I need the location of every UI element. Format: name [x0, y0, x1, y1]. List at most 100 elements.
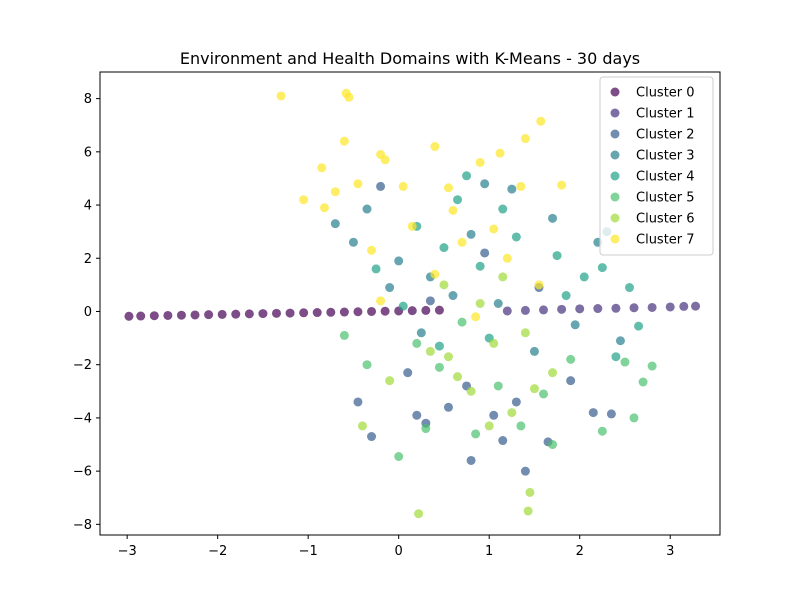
- y-tick-label: 6: [84, 145, 92, 160]
- points-layer: [124, 88, 701, 519]
- point-0-2: [149, 311, 159, 321]
- point-1-2: [539, 305, 548, 315]
- point-5-17: [566, 354, 576, 364]
- point-1-1: [520, 305, 530, 315]
- point-2-14: [425, 296, 435, 306]
- point-0-14: [312, 308, 322, 318]
- point-6-3: [484, 421, 494, 431]
- point-3-13: [385, 283, 395, 293]
- point-3-15: [529, 346, 539, 356]
- point-6-1: [523, 506, 533, 516]
- x-tick-label: 0: [395, 544, 403, 559]
- point-7-2: [344, 92, 354, 102]
- point-6-4: [507, 408, 517, 418]
- point-0-12: [285, 308, 295, 318]
- y-tick-label: 2: [84, 252, 92, 267]
- point-5-12: [539, 389, 548, 399]
- point-7-18: [516, 181, 526, 191]
- point-1-7: [629, 303, 639, 313]
- x-axis: −3 −2 −1 0 1 2 3: [118, 535, 674, 559]
- point-6-12: [475, 299, 485, 308]
- point-5-9: [647, 361, 657, 371]
- point-4-15: [561, 291, 571, 301]
- point-4-16: [597, 263, 607, 273]
- y-axis: −8 −6 −4 −2 0 2 4 6 8: [73, 92, 100, 533]
- point-5-7: [638, 377, 648, 387]
- point-2-7: [443, 402, 453, 412]
- point-7-24: [502, 253, 512, 263]
- point-4-1: [439, 243, 449, 253]
- point-4-11: [371, 264, 381, 274]
- y-tick-label: 8: [84, 92, 92, 107]
- point-2-19: [412, 410, 422, 420]
- legend-label: Cluster 2: [636, 128, 695, 143]
- point-7-14: [330, 187, 340, 197]
- point-2-18: [353, 397, 363, 407]
- series-3: [330, 179, 625, 356]
- point-6-16: [529, 384, 539, 394]
- point-7-29: [489, 224, 499, 234]
- point-7-0: [276, 91, 286, 101]
- point-0-18: [367, 306, 377, 316]
- point-4-3: [511, 232, 521, 242]
- point-6-10: [425, 346, 435, 356]
- point-4-10: [498, 204, 508, 214]
- y-tick-label: −4: [73, 411, 92, 426]
- point-6-0: [414, 509, 424, 519]
- point-2-5: [520, 466, 530, 476]
- point-1-9: [665, 302, 675, 312]
- legend-label: Cluster 7: [636, 233, 695, 248]
- point-5-2: [471, 429, 481, 439]
- point-6-13: [498, 272, 508, 282]
- point-0-9: [244, 309, 254, 319]
- point-3-12: [493, 299, 503, 308]
- point-0-7: [217, 309, 227, 319]
- legend-marker: [610, 234, 620, 244]
- x-tick-label: −2: [208, 544, 227, 559]
- point-5-6: [629, 413, 639, 423]
- point-7-27: [376, 296, 386, 306]
- point-7-3: [339, 136, 349, 146]
- series-1: [502, 301, 701, 316]
- x-tick-label: 1: [485, 544, 493, 559]
- point-5-13: [362, 360, 372, 370]
- y-tick-label: −2: [73, 358, 92, 373]
- x-tick-label: 3: [666, 544, 674, 559]
- point-6-9: [548, 368, 558, 378]
- point-3-1: [348, 237, 358, 247]
- y-tick-label: 4: [84, 199, 92, 214]
- point-4-8: [611, 352, 621, 362]
- point-7-22: [367, 245, 377, 255]
- point-0-6: [204, 310, 214, 320]
- point-7-10: [520, 134, 530, 144]
- point-7-21: [457, 237, 467, 247]
- point-5-3: [516, 421, 526, 431]
- x-tick-label: −1: [299, 544, 318, 559]
- legend: Cluster 0 Cluster 1 Cluster 2 Cluster 3 Clus…: [599, 76, 714, 256]
- point-4-4: [552, 251, 562, 261]
- point-5-1: [421, 424, 431, 434]
- series-4: [371, 171, 644, 362]
- point-0-23: [434, 305, 444, 315]
- point-4-12: [398, 301, 408, 311]
- point-2-9: [588, 408, 598, 418]
- point-3-2: [394, 256, 404, 266]
- point-2-16: [480, 248, 490, 258]
- point-3-10: [615, 336, 625, 346]
- legend-marker: [610, 150, 620, 160]
- x-tick-label: 2: [576, 544, 584, 559]
- point-1-4: [575, 304, 585, 314]
- point-6-8: [520, 328, 530, 338]
- point-2-3: [466, 455, 476, 465]
- point-5-10: [434, 362, 444, 372]
- point-7-5: [380, 155, 390, 165]
- legend-marker: [610, 192, 620, 202]
- point-7-23: [430, 269, 440, 279]
- legend-marker: [610, 171, 620, 181]
- point-7-6: [430, 142, 440, 152]
- legend-label: Cluster 4: [636, 170, 695, 185]
- point-6-11: [385, 376, 395, 386]
- legend-marker: [610, 129, 620, 139]
- point-2-13: [511, 397, 521, 407]
